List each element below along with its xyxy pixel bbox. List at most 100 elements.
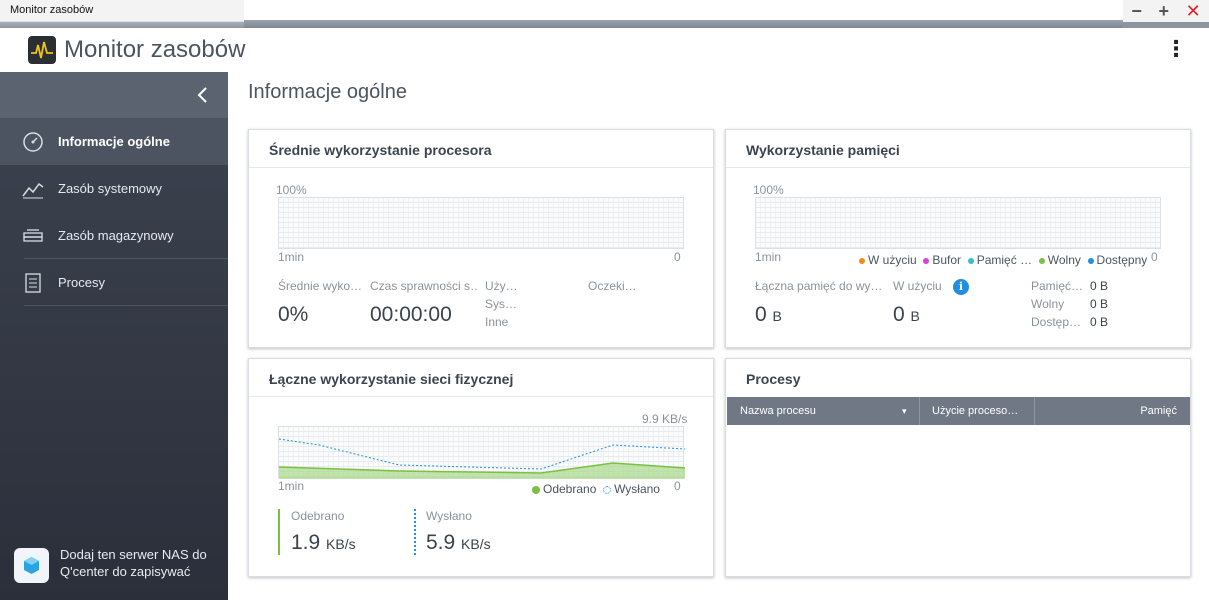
sidebar-divider bbox=[24, 305, 228, 306]
sent-label: Wysłano bbox=[426, 509, 472, 523]
sidebar-item-label: Informacje ogólne bbox=[58, 134, 170, 149]
legend-dot bbox=[923, 257, 930, 264]
sidebar-item-label: Procesy bbox=[58, 275, 105, 290]
cpu-wait-label: Oczeki… bbox=[588, 279, 637, 293]
sidebar-item-informacje-ogolne[interactable]: Informacje ogólne bbox=[0, 118, 228, 165]
memory-card-title: Wykorzystanie pamięci bbox=[746, 142, 900, 158]
storage-icon bbox=[22, 225, 44, 247]
legend-item-available: Dostępny bbox=[1087, 253, 1147, 267]
chevron-left-icon[interactable] bbox=[193, 82, 213, 108]
network-card: Łączne wykorzystanie sieci fizycznej 9.9… bbox=[248, 358, 714, 577]
sidebar-top bbox=[0, 72, 228, 118]
app-title: Monitor zasobów bbox=[64, 36, 246, 63]
cpu-card: Średnie wykorzystanie procesora 100% 1mi… bbox=[248, 129, 714, 348]
memory-detail-value: 0 B bbox=[1090, 315, 1109, 329]
column-divider[interactable] bbox=[919, 397, 920, 425]
memory-detail-label: Pamięć… bbox=[1031, 279, 1083, 293]
titlebar-strip bbox=[244, 20, 1124, 28]
sidebar-item-zasob-systemowy[interactable]: Zasób systemowy bbox=[0, 165, 228, 212]
cpu-sys-label: Sys… bbox=[485, 297, 518, 311]
legend-dot bbox=[859, 257, 865, 264]
network-chart bbox=[278, 426, 685, 479]
column-divider[interactable] bbox=[1034, 397, 1035, 425]
network-chart-ymin: 0 bbox=[674, 479, 681, 493]
uptime-value: 00:00:00 bbox=[370, 303, 452, 326]
process-table-body bbox=[727, 425, 1190, 576]
received-indicator bbox=[278, 509, 280, 555]
process-table-header: Nazwa procesu ▾ Użycie proceso… Pamięć bbox=[727, 397, 1190, 425]
legend-item-sent: Wysłano bbox=[600, 482, 660, 496]
page-title: Informacje ogólne bbox=[248, 81, 407, 103]
sidebar-item-label: Zasób systemowy bbox=[58, 181, 163, 196]
total-memory-value: 0 B bbox=[755, 303, 782, 326]
cpu-avg-label: Średnie wyko… bbox=[278, 279, 362, 293]
minimize-icon[interactable]: − bbox=[1131, 1, 1142, 21]
sent-line bbox=[279, 438, 685, 470]
qcenter-icon bbox=[14, 548, 49, 583]
legend-item-free: Wolny bbox=[1038, 253, 1081, 267]
gauge-icon bbox=[22, 131, 44, 153]
memory-chart-xlabel: 1min bbox=[755, 250, 782, 264]
window-tab[interactable]: Monitor zasobów bbox=[0, 0, 244, 22]
legend-dot bbox=[967, 257, 974, 264]
window-controls: − + ✕ bbox=[1123, 0, 1209, 22]
app-logo-icon bbox=[28, 36, 56, 64]
legend-item-received: Odebrano bbox=[532, 482, 596, 496]
window-titlebar: Monitor zasobów − + ✕ bbox=[0, 0, 1209, 28]
cpu-chart-ymax: 100% bbox=[276, 183, 307, 197]
sidebar-item-procesy[interactable]: Procesy bbox=[0, 259, 228, 306]
memory-chart bbox=[755, 197, 1161, 249]
card-divider bbox=[726, 167, 1190, 168]
cpu-user-label: Uży… bbox=[485, 279, 518, 293]
column-process-name[interactable]: Nazwa procesu bbox=[740, 405, 816, 417]
memory-legend: W użyciu Bufor Pamięć … Wolny Dostępny bbox=[859, 253, 1147, 267]
total-memory-label: Łączna pamięć do wy… bbox=[755, 279, 881, 293]
info-icon[interactable]: i bbox=[953, 279, 969, 295]
memory-card: Wykorzystanie pamięci 100% 1min 0 W użyc… bbox=[725, 129, 1191, 348]
received-label: Odebrano bbox=[291, 509, 345, 523]
memory-detail-value: 0 B bbox=[1090, 297, 1109, 311]
uptime-label: Czas sprawności s… bbox=[370, 279, 478, 293]
legend-dot bbox=[532, 485, 540, 494]
column-cpu-usage[interactable]: Użycie proceso… bbox=[932, 405, 1019, 417]
qcenter-promo[interactable]: Dodaj ten serwer NAS do Q'center do zapi… bbox=[14, 546, 224, 586]
memory-chart-ymax: 100% bbox=[753, 183, 784, 197]
network-chart-ymax: 9.9 KB/s bbox=[642, 412, 688, 426]
card-divider bbox=[249, 167, 713, 168]
sidebar-divider bbox=[24, 258, 228, 259]
used-memory-label: W użyciu bbox=[893, 279, 942, 293]
memory-detail-value: 0 B bbox=[1090, 279, 1109, 293]
sidebar-item-zasob-magazynowy[interactable]: Zasób magazynowy bbox=[0, 212, 228, 259]
maximize-icon[interactable]: + bbox=[1158, 1, 1169, 21]
received-value: 1.9 KB/s bbox=[291, 531, 356, 554]
cpu-avg-value: 0% bbox=[278, 303, 309, 326]
sidebar: Informacje ogólne Zasób systemowy Zasób … bbox=[0, 72, 228, 600]
column-memory[interactable]: Pamięć bbox=[1140, 405, 1177, 417]
legend-dot bbox=[603, 485, 612, 494]
received-line bbox=[279, 462, 685, 474]
titlebar-strip-left bbox=[0, 22, 244, 28]
cpu-chart-xlabel: 1min bbox=[278, 250, 305, 264]
sidebar-item-label: Zasób magazynowy bbox=[58, 228, 174, 243]
document-list-icon bbox=[22, 272, 44, 294]
legend-item-in-use: W użyciu bbox=[859, 253, 917, 267]
cpu-other-label: Inne bbox=[485, 315, 509, 329]
sort-down-icon[interactable]: ▾ bbox=[902, 406, 907, 416]
sent-indicator bbox=[414, 509, 416, 555]
kebab-menu-icon[interactable]: ⋮ bbox=[1165, 36, 1187, 61]
memory-detail-label: Wolny bbox=[1031, 297, 1065, 311]
cpu-chart bbox=[278, 197, 684, 249]
titlebar-strip-right bbox=[1123, 22, 1209, 28]
received-area bbox=[279, 463, 685, 479]
network-card-title: Łączne wykorzystanie sieci fizycznej bbox=[269, 371, 514, 387]
network-chart-xlabel: 1min bbox=[278, 479, 305, 493]
legend-dot bbox=[1087, 257, 1094, 264]
legend-item-cache: Pamięć … bbox=[967, 253, 1032, 267]
network-legend: Odebrano Wysłano bbox=[532, 482, 660, 496]
processes-card: Procesy Nazwa procesu ▾ Użycie proceso… … bbox=[725, 358, 1191, 577]
cpu-card-title: Średnie wykorzystanie procesora bbox=[269, 142, 492, 158]
card-divider bbox=[249, 396, 713, 397]
qcenter-text: Dodaj ten serwer NAS do Q'center do zapi… bbox=[60, 547, 207, 579]
processes-card-title: Procesy bbox=[746, 371, 801, 387]
close-icon[interactable]: ✕ bbox=[1185, 1, 1201, 21]
